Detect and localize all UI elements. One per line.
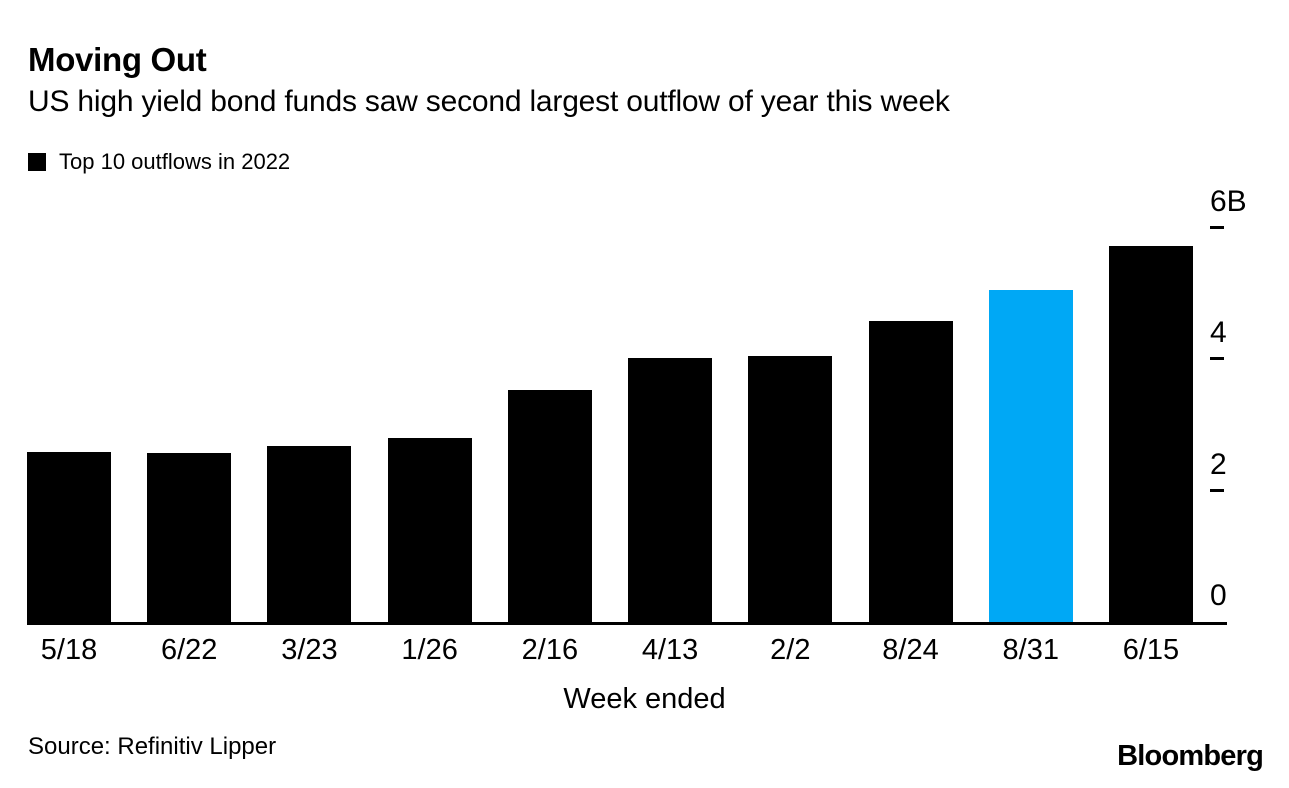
bar-3/23: [267, 446, 352, 622]
bar-6/22: [147, 453, 232, 622]
y-tick-mark-4: [1210, 357, 1224, 361]
x-axis-baseline: [27, 622, 1227, 625]
bar-1/26: [387, 438, 472, 622]
chart-subtitle: US high yield bond funds saw second larg…: [28, 85, 950, 118]
x-tick-label-2/16: 2/16: [521, 634, 579, 666]
bar-8/31: [988, 289, 1073, 622]
x-tick-label-5/18: 5/18: [40, 634, 98, 666]
source-credit: Source: Refinitiv Lipper: [28, 733, 277, 760]
x-axis-tick-labels: 5/18 6/22 3/23 1/26 2/16 4/13 2/2 8/24 8/31 6/15: [27, 635, 1193, 665]
legend: Top 10 outflows in 2022: [28, 149, 290, 175]
x-tick-label-8/24: 8/24: [882, 634, 939, 666]
x-tick-label-1/26: 1/26: [401, 634, 458, 666]
bar-8/24: [868, 321, 953, 622]
x-axis-title: Week ended: [563, 683, 726, 715]
bloomberg-logo: Bloomberg: [1117, 740, 1264, 772]
x-tick-label-6/22: 6/22: [160, 634, 218, 666]
y-tick-mark-2: [1210, 488, 1224, 492]
y-tick-label-6B: 6B: [1210, 185, 1247, 218]
bar-2/2: [748, 356, 833, 622]
x-tick-label-4/13: 4/13: [641, 634, 699, 666]
x-tick-label-6/15: 6/15: [1122, 634, 1180, 666]
bar-6/15: [1108, 246, 1193, 622]
bar-2/16: [507, 389, 592, 622]
bar-5/18: [27, 451, 111, 622]
chart-title: Moving Out: [28, 41, 207, 78]
bar-4/13: [628, 358, 713, 622]
legend-label: Top 10 outflows in 2022: [59, 149, 291, 174]
y-tick-label-0: 0: [1210, 579, 1227, 612]
x-tick-label-2/2: 2/2: [770, 634, 811, 666]
y-tick-label-2: 2: [1210, 447, 1227, 481]
x-tick-label-3/23: 3/23: [281, 634, 338, 666]
x-tick-label-8/31: 8/31: [1002, 634, 1059, 666]
legend-swatch-icon: [28, 153, 46, 171]
y-tick-mark-6B: [1210, 226, 1224, 229]
y-tick-label-4: 4: [1210, 316, 1227, 350]
bar-plot-area: [27, 228, 1193, 622]
